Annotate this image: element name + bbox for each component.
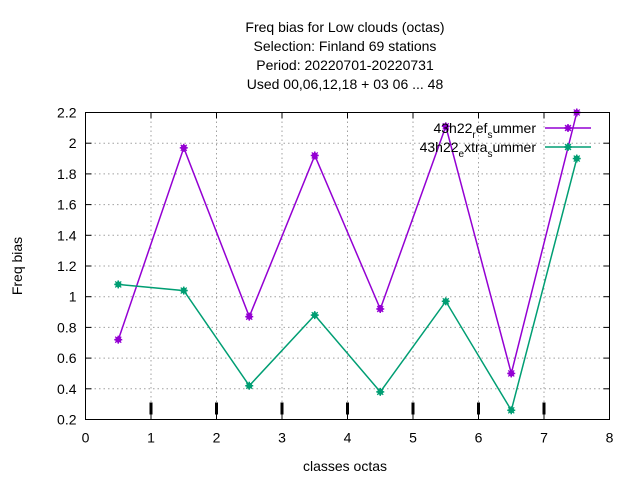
y-tick-label: 0.2 (57, 412, 77, 428)
data-point (310, 151, 319, 160)
data-point (114, 335, 123, 344)
series-line (117, 112, 578, 374)
plot-frame (85, 112, 610, 420)
data-point (507, 406, 516, 415)
y-tick-label: 0.4 (57, 381, 77, 397)
data-point (572, 154, 581, 163)
legend-label-1: 43h22refsummer (433, 120, 536, 141)
x-tick-label: 7 (540, 430, 548, 446)
chart-title: Freq bias for Low clouds (octas) Selectio… (245, 19, 444, 92)
data-point (441, 297, 450, 306)
data-point (376, 387, 385, 396)
data-point (441, 122, 450, 131)
x-tick-label: 8 (606, 430, 614, 446)
title-line-3: Period: 20220701-20220731 (256, 57, 434, 73)
title-line-2: Selection: Finland 69 stations (254, 38, 437, 54)
y-tick-label: 2 (69, 135, 77, 151)
x-tick-label: 5 (409, 430, 417, 446)
data-point (179, 286, 188, 295)
y-tick-label: 1.6 (57, 197, 77, 213)
bottom-bars (149, 402, 546, 415)
y-tick-label: 1 (69, 289, 77, 305)
y-tick-label: 0.8 (57, 319, 77, 335)
title-line-1: Freq bias for Low clouds (octas) (245, 19, 444, 35)
series-group (114, 108, 581, 415)
y-tick-label: 1.8 (57, 166, 77, 182)
data-point (310, 311, 319, 320)
x-tick-label: 4 (344, 430, 352, 446)
legend-marker (564, 124, 572, 132)
grid-lines (85, 112, 610, 420)
data-point (245, 312, 254, 321)
y-tick-label: 0.6 (57, 350, 77, 366)
series-2 (114, 154, 581, 415)
data-point (376, 304, 385, 313)
data-point (179, 143, 188, 152)
x-tick-label: 1 (147, 430, 155, 446)
x-tick-label: 6 (475, 430, 483, 446)
x-tick-label: 2 (213, 430, 221, 446)
data-point (114, 280, 123, 289)
x-tick-labels: 0 1 2 3 4 5 6 7 8 (82, 430, 614, 446)
title-line-4: Used 00,06,12,18 + 03 06 ... 48 (247, 76, 444, 92)
y-tick-label: 1.2 (57, 258, 77, 274)
data-point (245, 381, 254, 390)
series-1 (114, 108, 581, 378)
y-tick-label: 2.2 (57, 105, 77, 121)
y-tick-label: 1.4 (57, 227, 77, 243)
legend-label-2: 43h22extrasummer (420, 139, 537, 160)
legend-marker (564, 143, 572, 151)
x-tick-label: 0 (82, 430, 90, 446)
data-point (507, 369, 516, 378)
series-line (118, 158, 578, 413)
x-axis-label: classes octas (303, 458, 387, 474)
x-tick-label: 3 (278, 430, 286, 446)
y-axis-label: Freq bias (9, 237, 25, 295)
y-tick-labels: 0.2 0.4 0.6 0.8 1 1.2 1.4 1.6 1.8 2 2.2 (57, 105, 77, 428)
